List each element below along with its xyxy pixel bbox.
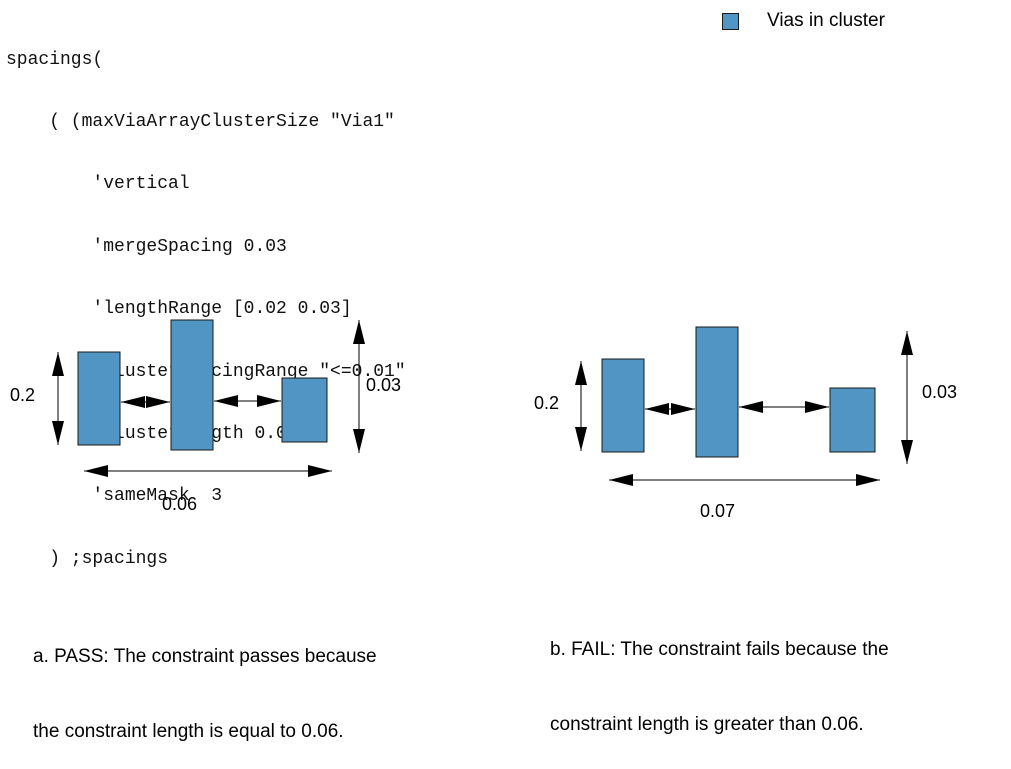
caption-line: b. FAIL: The constraint fails because th… bbox=[550, 639, 889, 660]
caption-line: constraint length is greater than 0.06. bbox=[550, 714, 864, 735]
diagram-b: 0.2 0.03 0.07 bbox=[534, 326, 957, 521]
via-rect bbox=[170, 319, 214, 451]
code-snippet: spacings( ( (maxViaArrayClusterSize "Via… bbox=[6, 8, 406, 590]
caption-pass: a. PASS: The constraint passes because t… bbox=[33, 594, 377, 769]
via-cluster-diagrams: 0.2 0.03 0.06 0.2 0.03 0.07 bbox=[10, 319, 957, 521]
via-rect bbox=[77, 351, 121, 446]
caption-line: a. PASS: The constraint passes because bbox=[33, 646, 377, 667]
code-line: ( (maxViaArrayClusterSize "Via1" bbox=[6, 111, 395, 132]
caption-fail: b. FAIL: The constraint fails because th… bbox=[550, 587, 889, 762]
code-line: 'mergeSpacing 0.03 bbox=[6, 236, 287, 257]
legend: Vias in cluster bbox=[722, 10, 885, 32]
code-line: 'vertical bbox=[6, 174, 190, 195]
caption-line: the constraint length is equal to 0.06. bbox=[33, 721, 344, 742]
height-label: 0.2 bbox=[534, 393, 559, 413]
code-line: spacings( bbox=[6, 49, 104, 70]
legend-label: Vias in cluster bbox=[767, 10, 885, 31]
via-rect bbox=[281, 377, 328, 443]
via-rect bbox=[695, 326, 739, 458]
code-line: 'lengthRange [0.02 0.03] bbox=[6, 299, 352, 320]
range-label: 0.03 bbox=[922, 382, 957, 402]
legend-swatch bbox=[722, 12, 739, 30]
length-label: 0.07 bbox=[700, 501, 735, 521]
via-rect bbox=[601, 358, 645, 453]
via-rect bbox=[829, 387, 876, 453]
diagram-a: 0.2 0.03 0.06 bbox=[10, 319, 401, 514]
range-label: 0.03 bbox=[366, 375, 401, 395]
length-label: 0.06 bbox=[162, 494, 197, 514]
code-line: ) ;spacings bbox=[6, 548, 169, 569]
height-label: 0.2 bbox=[10, 385, 35, 405]
code-line: 'sameMask 3 bbox=[6, 486, 223, 507]
